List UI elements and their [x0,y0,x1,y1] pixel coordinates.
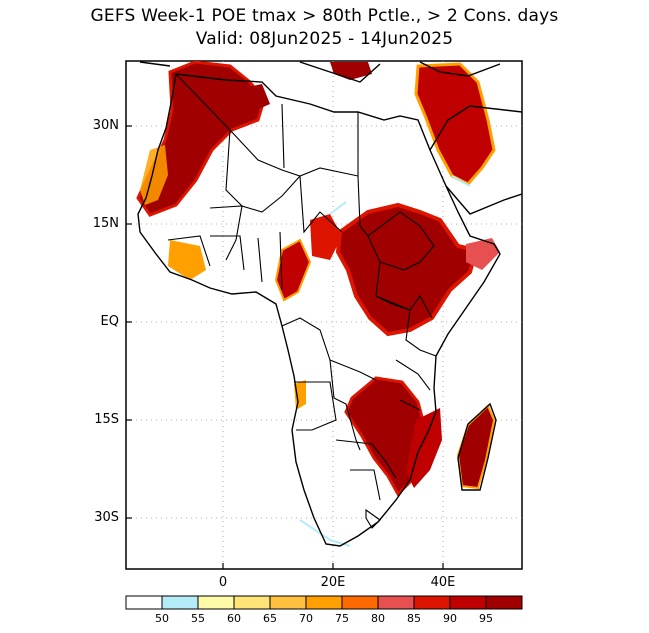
shade-sahel-east [335,202,479,337]
colorbar-swatch [341,595,379,610]
map-subtitle: Valid: 08Jun2025 - 14Jun2025 [195,29,454,49]
y-tick-15n: 15N [92,216,119,231]
y-tick-30n: 30N [92,118,119,133]
axis-ticks [126,125,444,569]
colorbar-label: 65 [263,612,277,625]
shade-north-africa-strip [225,84,270,112]
colorbar-label: 60 [227,612,241,625]
europe-outline [139,61,501,83]
shade-guinea [168,240,206,280]
y-tick-30s: 30S [94,510,119,525]
colorbar-label: 70 [299,612,313,625]
colorbar-swatch [485,595,523,610]
colorbar-swatch [269,595,307,610]
shade-mozambique [406,408,442,488]
y-tick-15s: 15S [94,412,119,427]
colorbar-label: 75 [335,612,349,625]
colorbar-label: 80 [371,612,385,625]
shade-west-africa [274,238,312,302]
shade-morocco-edge [140,145,168,205]
madagascar-outline [457,402,497,491]
colorbar-swatch [233,595,271,610]
map-title: GEFS Week-1 POE tmax > 80th Pctle., > 2 … [90,6,559,26]
shade-angola-coast [294,380,306,410]
colorbar-swatch [413,595,451,610]
country-borders [167,73,437,529]
map-content [126,61,522,569]
x-tick-20e: 20E [320,575,346,590]
colorbar-swatch [161,595,199,610]
colorbar-label: 95 [479,612,493,625]
colorbar-label: 55 [191,612,205,625]
shade-middle-east [414,62,496,186]
shade-horn-africa [466,238,500,270]
colorbar [125,595,523,610]
shade-nigeria-cameroon [310,214,342,260]
arabia-outline [429,105,522,215]
colorbar-swatch [197,595,235,610]
x-tick-40e: 40E [430,575,456,590]
x-tick-0: 0 [218,575,228,590]
colorbar-swatch [449,595,487,610]
colorbar-label: 90 [443,612,457,625]
colorbar-label: 50 [155,612,169,625]
colorbar-label: 85 [407,612,421,625]
colorbar-swatch [125,595,163,610]
y-tick-eq: EQ [100,314,119,329]
probability-shading [136,61,500,547]
colorbar-swatch [305,595,343,610]
shade-southern-africa [344,376,428,497]
colorbar-swatch [377,595,415,610]
